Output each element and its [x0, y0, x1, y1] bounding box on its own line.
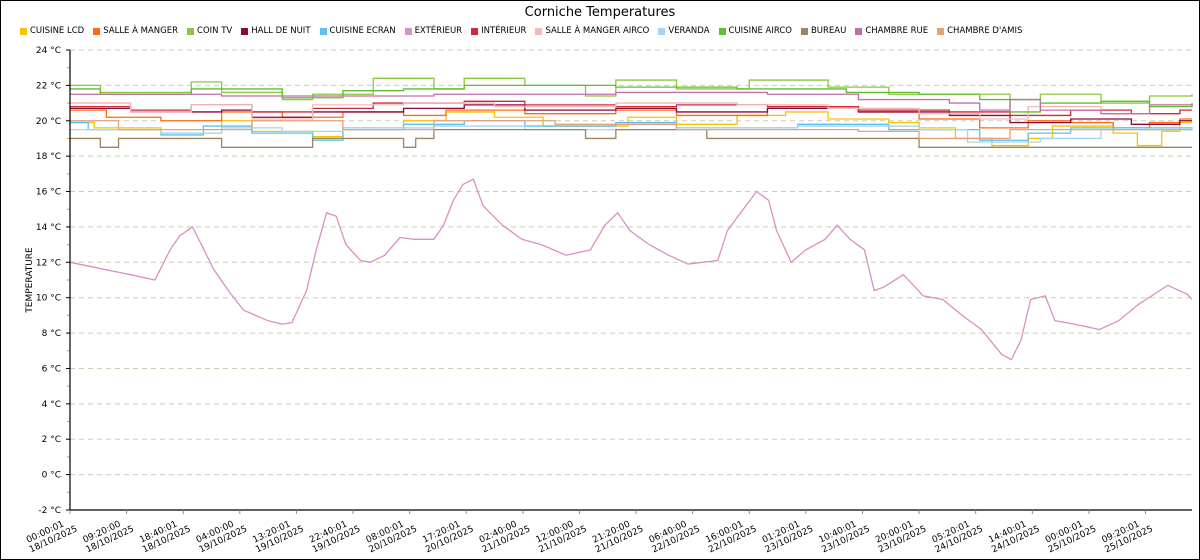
legend-item[interactable]: EXTÉRIEUR [404, 26, 463, 36]
legend-swatch [658, 27, 666, 35]
y-axis-label: TEMPERATURE [25, 247, 35, 314]
legend-item[interactable]: CUISINE LCD [20, 26, 84, 36]
legend-label: SALLE À MANGER [103, 26, 179, 36]
y-tick-label: 6 °C [42, 364, 61, 374]
legend-swatch [241, 27, 249, 35]
y-tick-label: 18 °C [36, 152, 61, 162]
legend-swatch [471, 27, 479, 35]
legend-swatch [20, 27, 27, 35]
legend-swatch [319, 27, 327, 35]
legend-swatch [404, 27, 412, 35]
legend-item[interactable]: HALL DE NUIT [241, 26, 311, 36]
legend-item[interactable]: CHAMBRE D'AMIS [937, 26, 1022, 36]
legend-item[interactable]: SALLE À MANGER AIRCO [535, 26, 649, 36]
y-tick-label: 8 °C [42, 329, 61, 339]
legend-swatch [535, 27, 543, 35]
legend-label: CUISINE ECRAN [329, 26, 396, 36]
legend-swatch [93, 27, 101, 35]
series-line-cuisine-airco [70, 84, 1193, 113]
legend-label: CUISINE LCD [30, 26, 85, 36]
legend-label: CUISINE AIRCO [728, 26, 792, 36]
legend-label: CHAMBRE RUE [865, 26, 929, 36]
legend-item[interactable]: CHAMBRE RUE [855, 26, 928, 36]
legend-swatch [800, 27, 808, 35]
y-tick-label: 16 °C [36, 188, 61, 198]
y-tick-label: 0 °C [42, 471, 61, 481]
legend-item[interactable]: CUISINE ECRAN [319, 26, 396, 36]
chart-title: Corniche Temperatures [524, 5, 676, 20]
y-tick-label: 4 °C [42, 400, 61, 410]
legend-label: EXTÉRIEUR [414, 26, 463, 36]
y-tick-label: 24 °C [36, 46, 61, 56]
legend-label: VERANDA [668, 26, 710, 36]
legend-swatch [855, 27, 863, 35]
legend-label: SALLE À MANGER AIRCO [545, 26, 650, 36]
legend-item[interactable]: SALLE À MANGER [93, 26, 178, 36]
series-line-salle-manger-airco [70, 102, 1193, 120]
y-tick-label: 22 °C [36, 81, 61, 91]
legend-swatch [718, 27, 726, 35]
legend-item[interactable]: CUISINE AIRCO [718, 26, 792, 36]
legend: CUISINE LCD SALLE À MANGER COIN TV HALL DE … [20, 26, 1022, 36]
legend-item[interactable]: VERANDA [658, 26, 710, 36]
legend-item[interactable]: BUREAU [800, 26, 847, 36]
series-line-chambre-d-amis [70, 120, 1192, 140]
legend-label: HALL DE NUIT [251, 26, 311, 36]
y-tick-label: -2 °C [38, 506, 61, 516]
legend-label: COIN TV [197, 26, 233, 36]
series-line-ext-rieur [69, 178, 1193, 361]
legend-swatch [187, 27, 195, 35]
y-tick-label: 14 °C [36, 223, 61, 233]
series-line-coin-tv [70, 77, 1193, 104]
y-tick-label: 10 °C [36, 294, 61, 304]
legend-label: BUREAU [810, 26, 847, 36]
legend-swatch [937, 27, 945, 35]
legend-label: INTÉRIEUR [481, 26, 527, 36]
legend-item[interactable]: COIN TV [187, 26, 232, 36]
series-line-bureau [70, 128, 1192, 148]
y-tick-label: 2 °C [42, 435, 61, 445]
y-tick-label: 12 °C [36, 258, 61, 268]
legend-label: CHAMBRE D'AMIS [947, 26, 1023, 36]
series-line-chambre-rue [70, 91, 1193, 115]
legend-item[interactable]: INTÉRIEUR [471, 26, 526, 36]
y-tick-label: 20 °C [36, 117, 61, 127]
